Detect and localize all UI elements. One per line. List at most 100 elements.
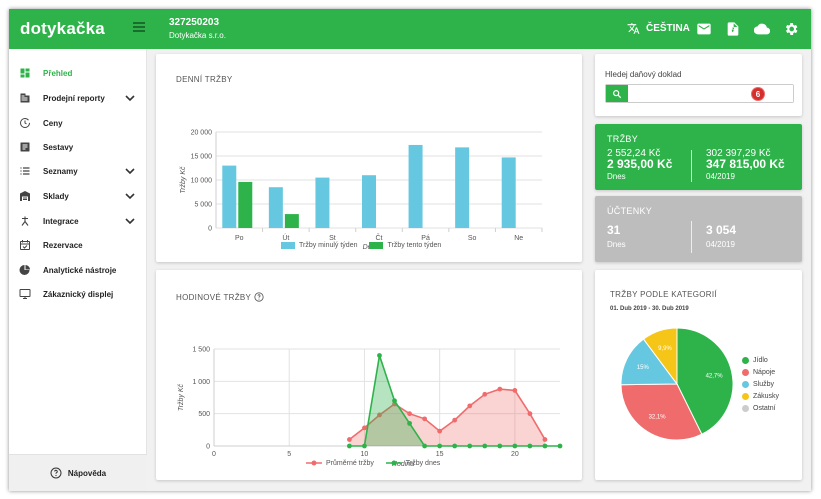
point-average[interactable] (482, 391, 488, 397)
bar-this-week[interactable] (284, 214, 299, 228)
point-today[interactable] (497, 443, 503, 449)
point-today[interactable] (346, 443, 352, 449)
help-label: Nápověda (67, 468, 107, 478)
sidebar-item-rezervace[interactable]: Rezervace (9, 233, 147, 257)
search-input[interactable] (629, 85, 793, 102)
point-average[interactable] (437, 428, 443, 434)
point-today[interactable] (452, 443, 458, 449)
point-today[interactable] (557, 443, 563, 449)
point-average[interactable] (346, 437, 352, 442)
point-average[interactable] (422, 416, 428, 422)
report-icon (20, 93, 30, 103)
bar-last-week[interactable] (268, 187, 283, 228)
y-tick-label: 1 500 (192, 347, 210, 354)
point-today[interactable] (422, 443, 428, 449)
point-today[interactable] (392, 398, 397, 404)
search-label: Hledej daňový doklad (605, 70, 682, 79)
receipts-right-label: 04/2019 (706, 240, 735, 249)
sidebar-item-integrace[interactable]: Integrace (9, 209, 147, 233)
revenue-stat-title: TRŽBY (607, 134, 639, 144)
pie-slice-label: 42,7% (706, 373, 724, 379)
document-icon[interactable] (725, 21, 741, 37)
pie-legend-item: Zákusky (742, 390, 779, 402)
point-today[interactable] (362, 443, 367, 449)
point-average[interactable] (362, 425, 367, 431)
bar-last-week[interactable] (408, 144, 423, 228)
y-axis-label: Tržby Kč (178, 383, 185, 411)
cloud-icon[interactable] (754, 21, 770, 37)
y-tick-label: 500 (198, 411, 210, 418)
point-today[interactable] (407, 420, 412, 426)
sidebar-item-label: Ceny (43, 118, 63, 128)
receipts-left-label: Dnes (607, 240, 626, 249)
bar-last-week[interactable] (501, 157, 516, 228)
gear-icon[interactable] (783, 21, 799, 37)
point-today[interactable] (527, 443, 533, 449)
point-average[interactable] (497, 386, 503, 392)
point-today[interactable] (542, 443, 548, 449)
stat-divider (691, 150, 692, 182)
pie-slice-label: 32,1% (649, 414, 667, 420)
receipts-stat-card: ÚČTENKY 31 Dnes 3 054 04/2019 (595, 196, 802, 262)
sidebar-item-label: Prodejní reporty (43, 93, 105, 103)
legend-dot (742, 356, 749, 364)
sidebar-item-prodejni-reporty[interactable]: Prodejní reporty (9, 86, 147, 110)
y-tick-label: 1 000 (192, 379, 210, 386)
sidebar-item-sklady[interactable]: Sklady (9, 184, 147, 208)
notification-badge[interactable]: 6 (752, 88, 764, 100)
help-icon[interactable] (254, 292, 264, 302)
sidebar-item-analyticke-nastroje[interactable]: Analytické nástroje (9, 258, 147, 282)
x-tick-label: Ne (514, 235, 523, 242)
point-today[interactable] (482, 443, 488, 449)
point-average[interactable] (407, 411, 412, 417)
sidebar-item-sestavy[interactable]: Sestavy (9, 135, 147, 159)
app-logo[interactable]: dotykačka (20, 19, 105, 38)
bar-last-week[interactable] (315, 177, 330, 228)
point-today[interactable] (467, 443, 473, 449)
y-axis-label: Tržby Kč (180, 166, 187, 194)
search-button[interactable] (606, 85, 628, 102)
point-average[interactable] (527, 411, 533, 417)
help-icon (50, 467, 62, 479)
bar-last-week[interactable] (362, 175, 376, 228)
area-today (349, 355, 560, 446)
chevron-down-icon (125, 95, 135, 102)
list-icon (20, 142, 30, 152)
pie-slice[interactable] (676, 327, 734, 435)
pie-slice[interactable] (642, 327, 678, 386)
point-average[interactable] (452, 417, 458, 423)
point-average[interactable] (467, 403, 473, 409)
pie-legend-label: Ostatní (753, 404, 776, 412)
y-tick-label: 5 000 (194, 202, 212, 209)
bar-this-week[interactable] (238, 181, 253, 228)
bar-last-week[interactable] (455, 147, 470, 228)
pie-legend: Jídlo Nápoje Služby Zákusky Ostatní (742, 354, 779, 414)
pie-slice[interactable] (620, 383, 703, 441)
x-tick-label: Pá (421, 235, 430, 242)
sidebar-item-ceny[interactable]: Ceny (9, 111, 147, 135)
point-average[interactable] (542, 437, 548, 442)
point-today[interactable] (437, 443, 443, 449)
help-button[interactable]: Nápověda (9, 454, 147, 491)
point-average[interactable] (377, 412, 382, 418)
chevron-down-icon (125, 168, 135, 175)
x-tick-label: So (468, 235, 477, 242)
point-today[interactable] (377, 353, 382, 358)
pie-legend-label: Jídlo (753, 356, 768, 364)
top-bar: dotykačka 327250203 Dotykačka s.r.o. ČEŠ… (9, 9, 811, 49)
mail-icon[interactable] (696, 21, 712, 37)
sidebar-item-prehled[interactable]: Přehled (9, 61, 147, 85)
pie-chart-title: TRŽBY PODLE KATEGORIÍ (610, 290, 717, 299)
point-today[interactable] (512, 443, 518, 449)
hourly-chart-title-row: HODINOVÉ TRŽBY (176, 292, 264, 302)
point-average[interactable] (512, 387, 518, 393)
category-pie-chart: 42,7% 32,1% 15% 9,9% (620, 327, 734, 441)
y-tick-label: 0 (208, 226, 212, 233)
sidebar-item-zakaznicky-displej[interactable]: Zákaznický displej (9, 282, 147, 306)
language-switcher[interactable]: ČEŠTINA (627, 22, 690, 35)
pie-slice[interactable] (620, 338, 678, 386)
legend-label-last-week: Tržby minulý týden (299, 242, 358, 249)
menu-toggle-icon[interactable] (133, 22, 145, 35)
bar-last-week[interactable] (222, 165, 237, 228)
sidebar-item-seznamy[interactable]: Seznamy (9, 159, 147, 183)
